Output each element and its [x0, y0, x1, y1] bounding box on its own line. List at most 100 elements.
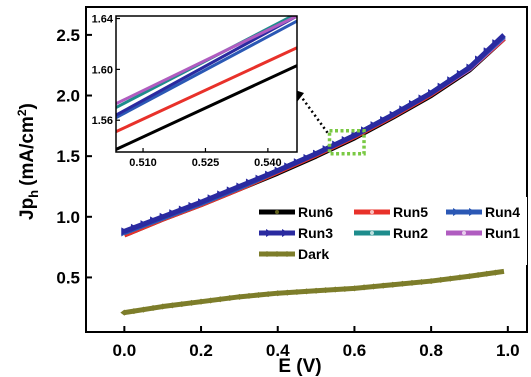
y-axis: 0.5 1.0 1.5 2.0 2.5 — [56, 26, 92, 287]
data-point — [350, 285, 359, 292]
legend-marker — [453, 208, 460, 216]
legend-label: Run1 — [485, 225, 520, 241]
inset-series-run6 — [116, 64, 297, 151]
legend-entry-run4: Run4 — [446, 204, 520, 220]
data-point — [475, 55, 483, 64]
plot-frame — [85, 6, 528, 333]
data-point — [159, 212, 167, 221]
data-point — [455, 274, 464, 281]
data-point — [120, 309, 129, 316]
legend-entry-dark: Dark — [259, 246, 329, 262]
legend-marker — [370, 231, 374, 235]
legend-marker — [283, 251, 291, 257]
legend-label: Run2 — [393, 225, 428, 241]
y-tick-label: 1.5 — [56, 147, 80, 166]
data-point — [360, 284, 369, 291]
data-point — [158, 303, 167, 310]
x-tick-label: 0.6 — [343, 341, 367, 360]
legend-label: Run3 — [298, 225, 333, 241]
legend-marker — [469, 208, 476, 216]
inset-x-tick-label: 0.525 — [192, 157, 220, 169]
data-point — [446, 275, 455, 282]
inset-frame — [115, 15, 298, 153]
data-point — [456, 70, 464, 79]
x-tick-label: 0.0 — [113, 341, 137, 360]
inset-x-tick-label: 0.540 — [254, 157, 282, 169]
data-point — [408, 100, 416, 109]
data-point — [225, 295, 234, 302]
data-point — [332, 140, 340, 149]
data-point — [217, 190, 225, 199]
main-series-group — [120, 33, 506, 316]
inset-series-run3 — [116, 16, 297, 117]
data-point — [322, 145, 330, 154]
data-point — [407, 279, 416, 286]
legend-label: Dark — [298, 246, 329, 262]
data-point — [244, 292, 253, 299]
data-point — [341, 136, 349, 145]
inset-y-tick-label: 1.56 — [92, 115, 113, 127]
legend-entry-run5: Run5 — [354, 204, 428, 220]
data-point — [399, 105, 407, 114]
data-point — [284, 162, 292, 171]
data-point — [169, 209, 177, 218]
data-point — [274, 166, 282, 175]
data-point — [149, 305, 158, 312]
legend-marker — [370, 210, 374, 214]
data-point — [303, 153, 311, 162]
data-point — [389, 110, 397, 119]
inset-series-run4 — [116, 19, 297, 120]
y-axis-title: Jph(mA/cm2) — [15, 103, 41, 220]
series-dark — [120, 268, 505, 316]
legend-entry-run6: Run6 — [259, 204, 333, 220]
data-point — [482, 270, 491, 277]
legend-entry-run1: Run1 — [446, 225, 520, 241]
y-tick-label: 2.5 — [56, 26, 80, 45]
inset-series-run1 — [116, 16, 297, 106]
data-point — [340, 285, 349, 292]
data-point — [351, 131, 359, 140]
data-point — [139, 306, 148, 313]
x-axis-title: E (V) — [278, 356, 321, 377]
data-point — [226, 186, 234, 195]
legend: Run6 Run5 Run4 Run3 Run2 Run1 Dark — [255, 197, 527, 265]
data-point — [235, 293, 244, 300]
legend-marker — [275, 210, 279, 214]
zoom-arrow-line — [298, 94, 329, 134]
data-point — [188, 201, 196, 210]
x-tick-label: 0.8 — [419, 341, 443, 360]
legend-label: Run6 — [298, 204, 333, 220]
zoom-indicator — [292, 89, 366, 156]
data-point — [198, 198, 206, 207]
x-axis: 0.0 0.2 0.4 0.6 0.8 1.0 — [113, 326, 520, 360]
data-point — [302, 288, 311, 295]
data-point — [465, 273, 474, 280]
inset-series-group — [116, 16, 297, 151]
data-point — [273, 290, 282, 297]
data-point — [492, 39, 500, 48]
data-point — [293, 158, 301, 167]
y-tick-label: 1.0 — [56, 208, 80, 227]
data-point — [207, 194, 215, 203]
legend-marker — [273, 251, 281, 257]
data-point — [417, 278, 426, 285]
data-point — [283, 289, 292, 296]
data-point — [491, 269, 500, 276]
data-point — [379, 282, 388, 289]
data-point — [321, 287, 330, 294]
data-point — [206, 297, 215, 304]
data-point — [428, 89, 436, 98]
data-point — [150, 216, 158, 225]
data-point — [168, 302, 177, 309]
data-point — [447, 76, 455, 85]
data-point — [436, 276, 445, 283]
data-point — [130, 223, 138, 232]
data-point — [187, 299, 196, 306]
legend-entry-run3: Run3 — [259, 225, 333, 241]
data-point — [178, 205, 186, 214]
inset-series-run5 — [116, 46, 297, 134]
data-point — [236, 182, 244, 191]
x-tick-label: 1.0 — [496, 341, 520, 360]
data-point — [216, 296, 225, 303]
data-point — [245, 178, 253, 187]
